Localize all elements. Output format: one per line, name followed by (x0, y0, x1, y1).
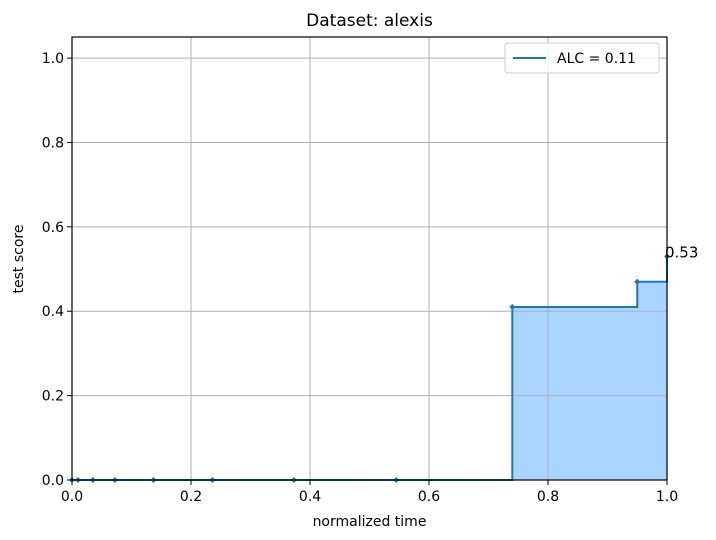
y-tick-label: 0.2 (42, 389, 64, 405)
y-tick-label: 0.0 (42, 473, 64, 489)
y-tick-label: 1.0 (42, 51, 64, 67)
legend: ALC = 0.11 (504, 42, 660, 74)
area-fill (72, 256, 667, 480)
y-tick-label: 0.8 (42, 135, 64, 151)
legend-box (504, 42, 660, 74)
data-point (634, 278, 641, 285)
y-tick-label: 0.6 (42, 220, 64, 236)
axis-layer: 0.0 0.2 0.4 0.6 0.8 1.0 0.0 0.2 0.4 0.6 0.8 1.0 (42, 36, 678, 505)
chart-title: Dataset: alexis (306, 11, 433, 31)
y-tick-label: 0.4 (42, 304, 64, 320)
x-axis-label: normalized time (313, 514, 427, 530)
x-tick-label: 0.4 (299, 489, 321, 505)
fill-layer (72, 256, 667, 480)
x-tick-label: 0.0 (61, 489, 83, 505)
x-tick-label: 0.2 (180, 489, 202, 505)
x-tick-label: 0.8 (537, 489, 559, 505)
x-tick-label: 0.6 (418, 489, 440, 505)
plot-frame (71, 36, 668, 481)
data-label: 0.53 (665, 243, 698, 261)
x-tick-label: 1.0 (656, 489, 678, 505)
data-point (509, 304, 516, 311)
legend-label: ALC = 0.11 (557, 51, 636, 67)
y-axis-label: test score (11, 225, 27, 294)
